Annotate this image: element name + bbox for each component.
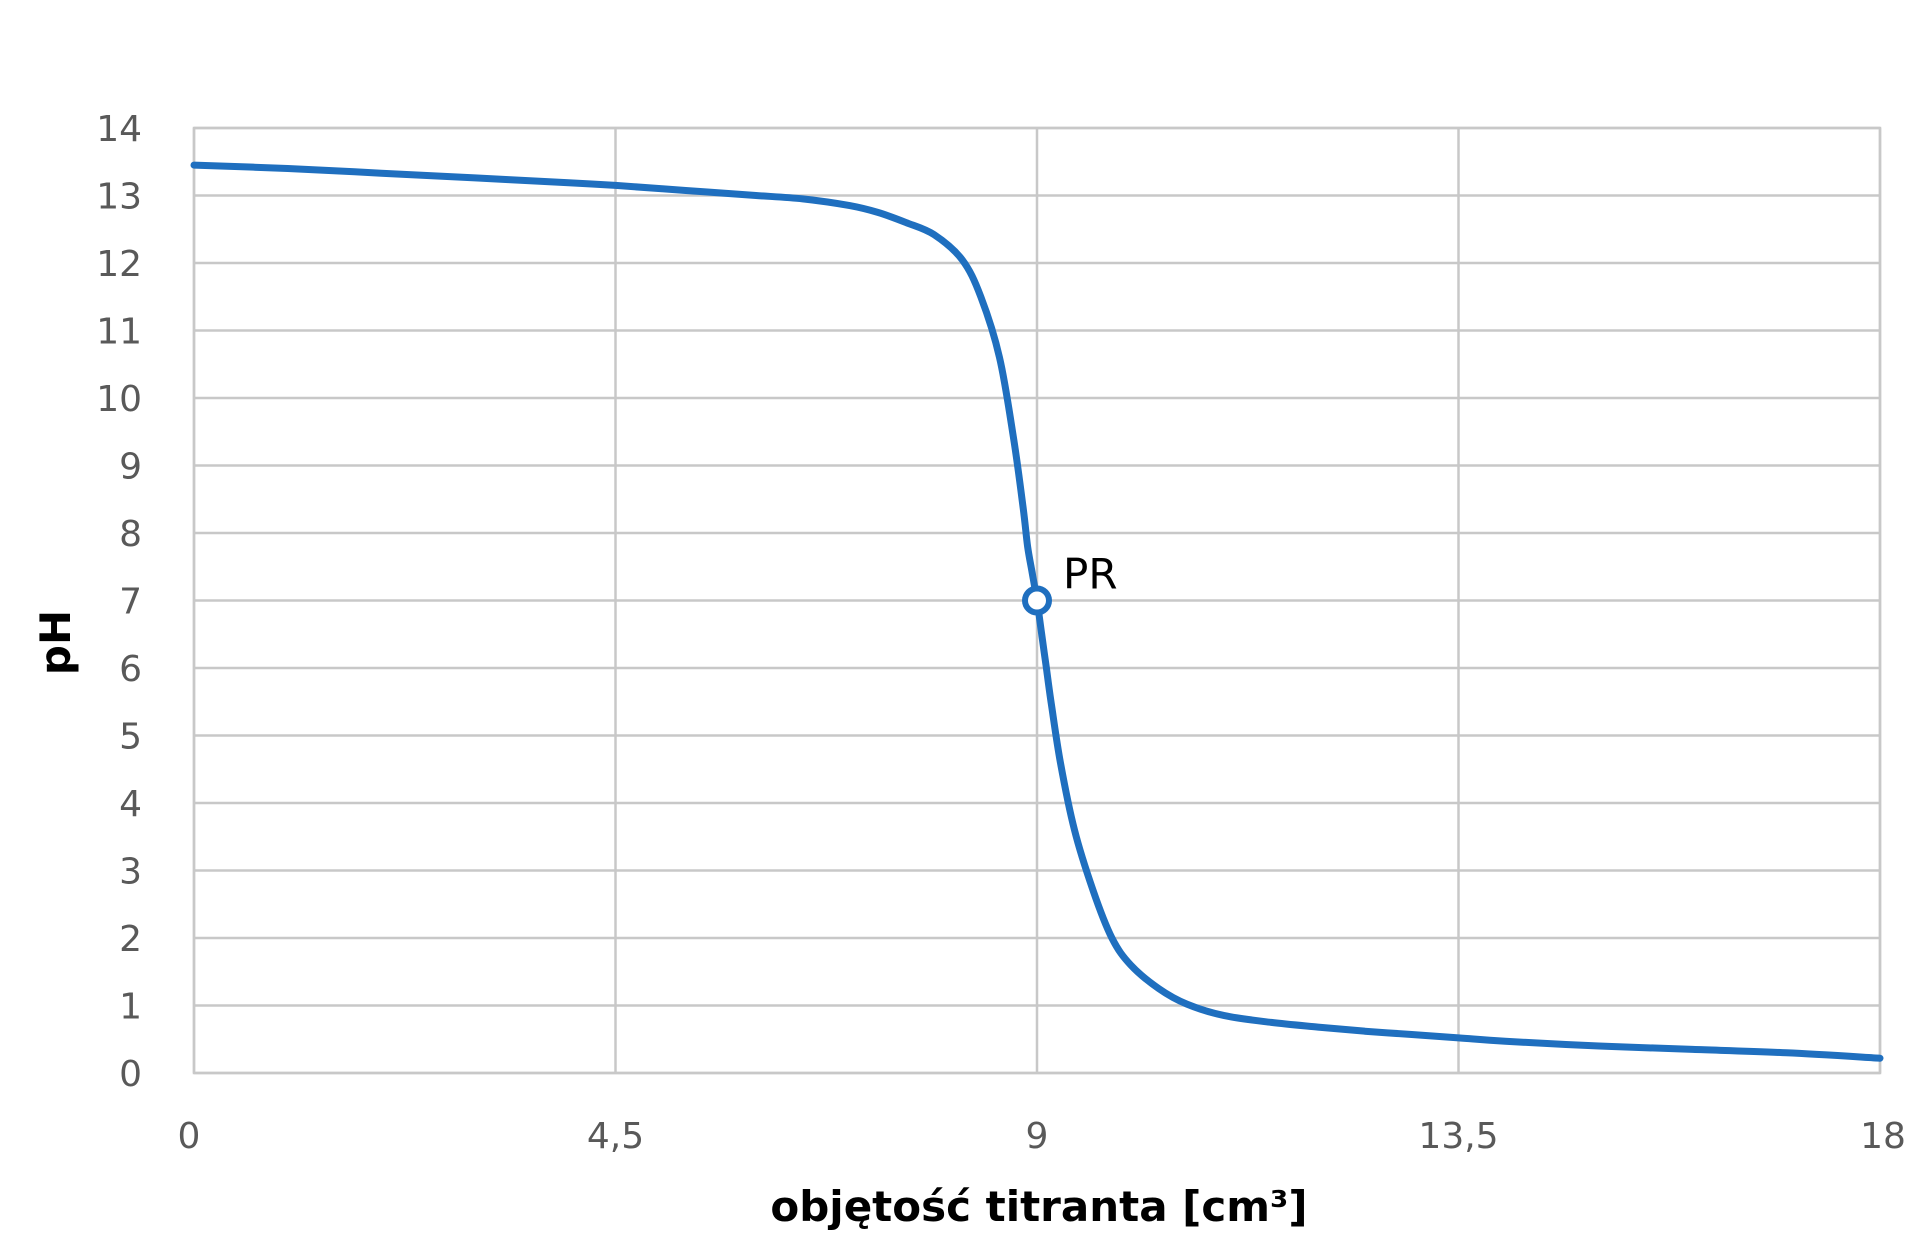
y-tick-label: 3 [119,852,142,893]
y-tick-label: 4 [119,784,142,825]
x-axis-ticks: 0 4,5 9 13,5 18 [178,1116,1906,1157]
x-tick-label: 0 [178,1116,201,1157]
y-tick-label: 7 [119,582,142,623]
y-tick-label: 1 [119,987,142,1028]
y-tick-label: 10 [96,379,142,420]
y-tick-label: 11 [96,312,142,353]
y-axis-title: pH [31,610,80,675]
equivalence-point-marker [1022,585,1052,616]
y-tick-label: 12 [96,244,142,285]
equivalence-point-label: PR [1063,550,1118,599]
y-tick-label: 14 [96,109,142,150]
y-tick-label: 8 [119,514,142,555]
y-tick-label: 5 [119,717,142,758]
x-tick-label: 4,5 [587,1116,644,1157]
x-tick-label: 18 [1860,1116,1906,1157]
x-tick-label: 13,5 [1418,1116,1498,1157]
x-tick-label: 9 [1026,1116,1049,1157]
y-tick-label: 0 [119,1054,142,1095]
x-axis-title: objętość titranta [cm³] [770,1182,1307,1231]
plot-area-frame [192,126,1882,1075]
y-tick-label: 2 [119,919,142,960]
y-tick-label: 13 [96,177,142,218]
y-tick-label: 6 [119,649,142,690]
y-tick-label: 9 [119,447,142,488]
